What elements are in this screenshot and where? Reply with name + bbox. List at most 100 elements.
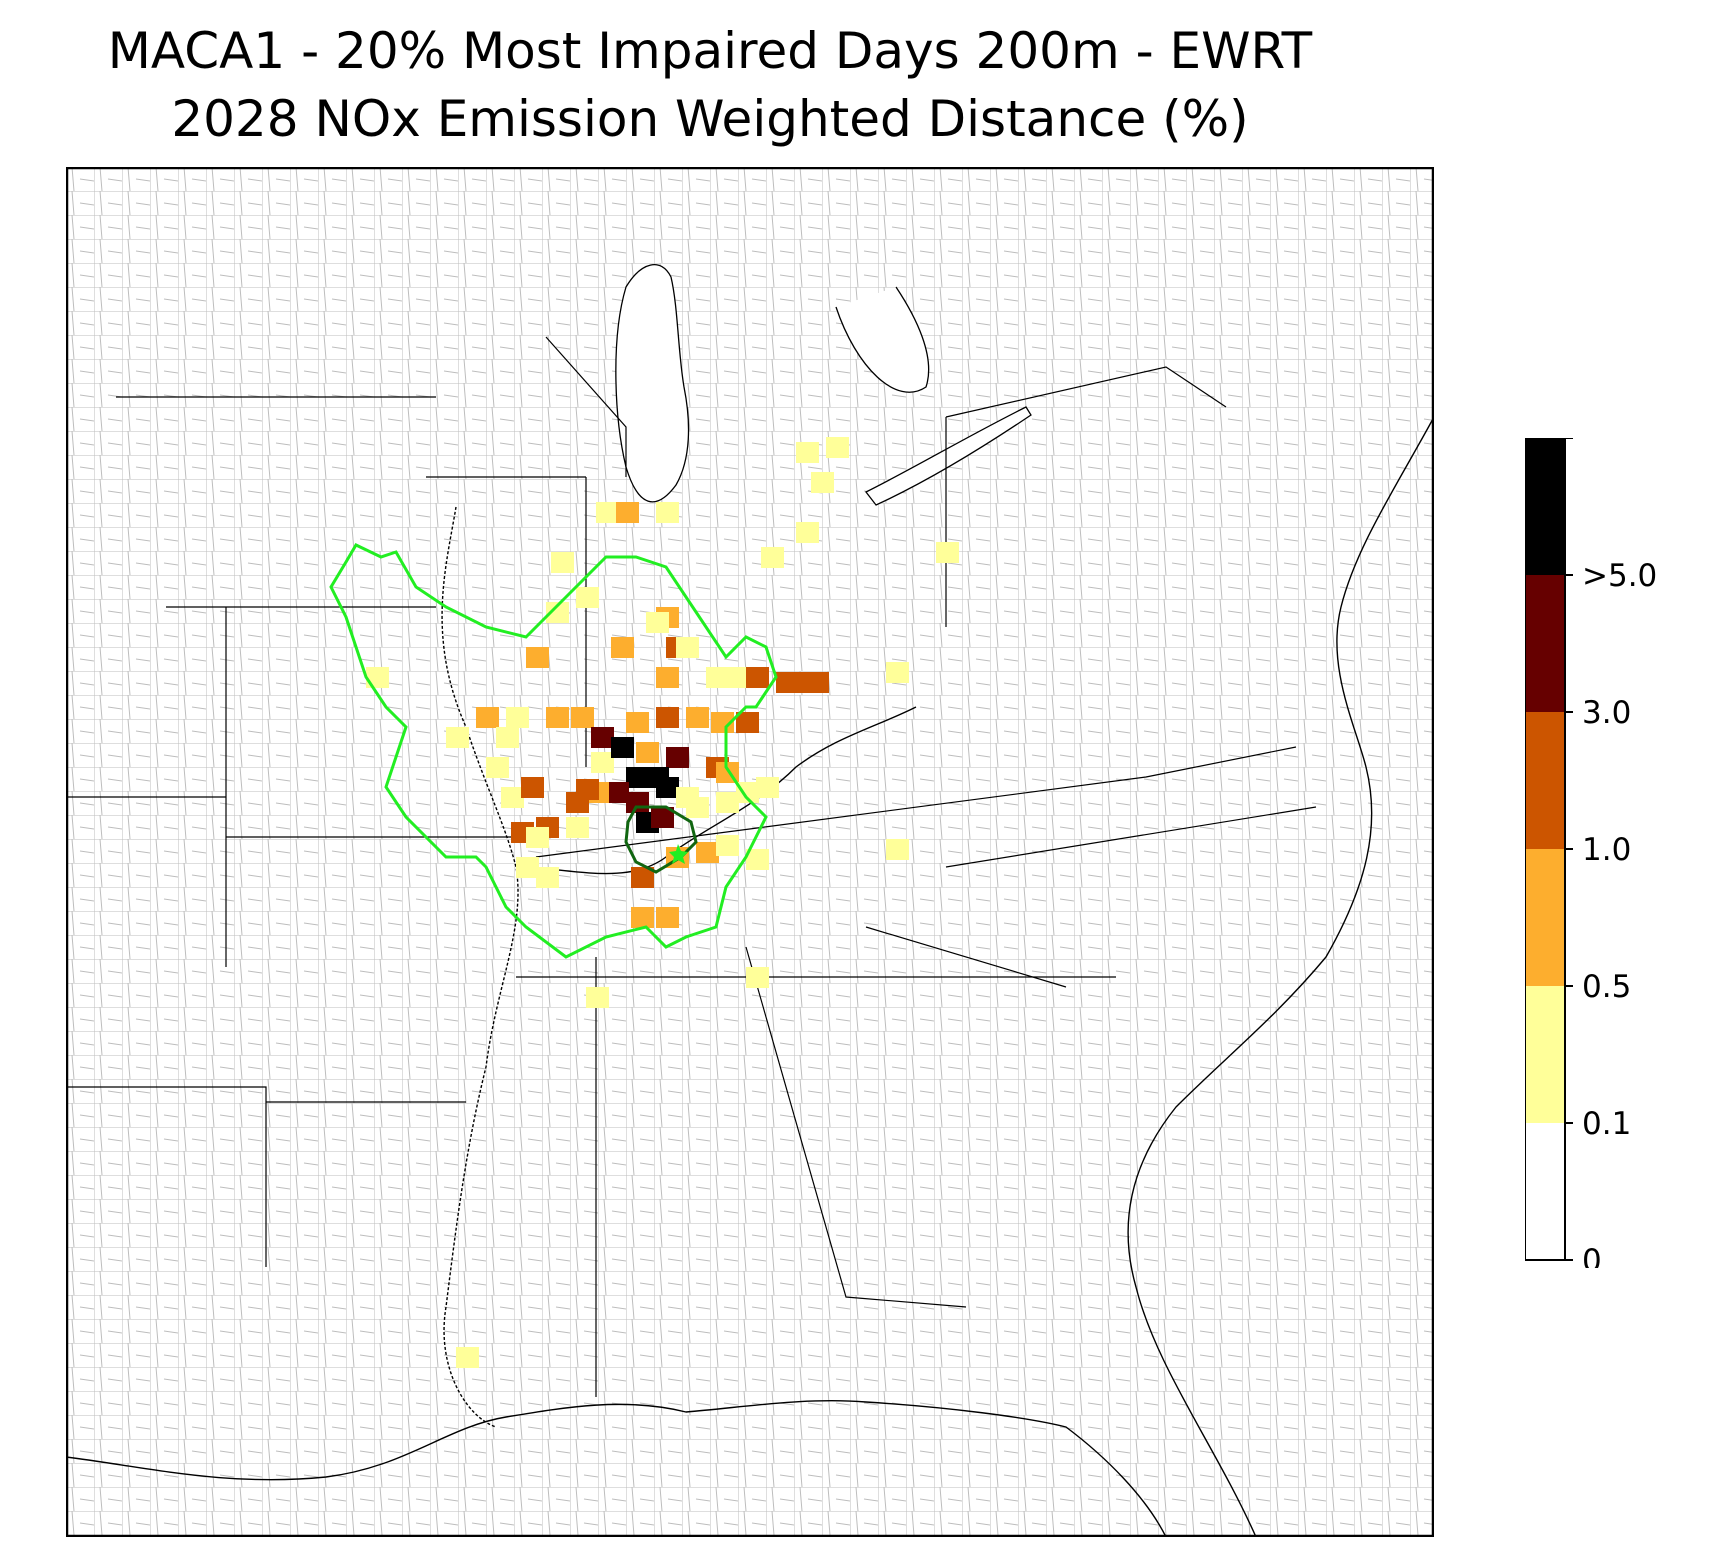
- emission-cell: [571, 707, 594, 728]
- emission-cell: [746, 667, 769, 688]
- emission-cell: [626, 792, 649, 813]
- emission-cell: [606, 782, 629, 803]
- emission-cell: [526, 647, 549, 668]
- emission-cell: [591, 727, 614, 748]
- monitoring-site-star: [669, 844, 688, 864]
- emission-cell: [656, 502, 679, 523]
- state-line-al-ga: [745, 946, 967, 1308]
- colorbar-bins: [1525, 438, 1565, 1260]
- colorbar-bin-0.5-1.0: [1525, 849, 1565, 986]
- emission-cell: [591, 752, 614, 773]
- emission-cell: [686, 797, 709, 818]
- emission-cell: [596, 502, 619, 523]
- emission-cell: [696, 842, 719, 863]
- map-title-line-2: 2028 NOx Emission Weighted Distance (%): [171, 90, 1249, 148]
- emission-cell: [506, 707, 529, 728]
- lake-michigan: [615, 264, 690, 503]
- emission-cells: [366, 437, 959, 1368]
- emission-cell: [796, 522, 819, 543]
- colorbar-ticks: [1565, 438, 1573, 1261]
- emission-cell: [516, 857, 539, 878]
- emission-cell: [456, 1347, 479, 1368]
- colorbar-bin-0.1-0.5: [1525, 986, 1565, 1123]
- emission-cell: [616, 502, 639, 523]
- emission-cell: [446, 727, 469, 748]
- state-line-nc-va: [945, 806, 1317, 868]
- emission-cell: [626, 767, 649, 788]
- map-panel: [66, 167, 1434, 1537]
- state-line-ky-tn: [535, 746, 1297, 858]
- colorbar-tick-0.5: 0.5: [1582, 969, 1631, 1005]
- ohio-river: [515, 706, 917, 875]
- emission-cell: [886, 839, 909, 860]
- emission-cell: [526, 827, 549, 848]
- state-boundaries: [66, 336, 1317, 1397]
- emission-cell: [576, 587, 599, 608]
- area-of-influence-inner-contour: [624, 805, 698, 874]
- map-border: [66, 167, 1434, 1537]
- colorbar: 0 0.1 0.5 1.0 3.0 >5.0: [1525, 438, 1657, 1268]
- state-line-wi-mi: [545, 336, 627, 477]
- emission-cell: [796, 442, 819, 463]
- emission-cell: [756, 777, 779, 798]
- emission-cell: [586, 987, 609, 1008]
- colorbar-tick-1.0: 1.0: [1582, 832, 1631, 868]
- colorbar-bin-3.0-5.0: [1525, 575, 1565, 712]
- mississippi-river: [441, 506, 519, 1428]
- map-title-line-1: MACA1 - 20% Most Impaired Days 200m - EW…: [107, 22, 1313, 80]
- lake-huron-edge: [835, 286, 930, 393]
- emission-cell: [761, 547, 784, 568]
- emission-cell: [546, 707, 569, 728]
- emission-cell: [501, 787, 524, 808]
- area-of-influence-outer-contour: [329, 543, 778, 959]
- emission-cell: [651, 807, 674, 828]
- emission-cell: [611, 737, 634, 758]
- colorbar-bin-1.0-3.0: [1525, 712, 1565, 849]
- emission-cell: [551, 552, 574, 573]
- emission-cell: [566, 817, 589, 838]
- emission-cell: [546, 602, 569, 623]
- emission-cell: [611, 637, 634, 658]
- emission-cell: [706, 667, 729, 688]
- emission-cell: [521, 777, 544, 798]
- state-line-pa-ny: [945, 366, 1227, 418]
- emission-cell: [736, 712, 759, 733]
- emission-cell: [716, 835, 739, 856]
- emission-cell: [626, 712, 649, 733]
- emission-cell: [536, 867, 559, 888]
- great-lakes: [615, 264, 1032, 506]
- emission-cell: [736, 782, 759, 803]
- colorbar-tick-0.1: 0.1: [1582, 1106, 1631, 1142]
- emission-cell: [656, 707, 679, 728]
- emission-cell: [646, 612, 669, 633]
- colorbar-tick-0: 0: [1582, 1243, 1602, 1268]
- emission-cell: [826, 437, 849, 458]
- colorbar-tick-3.0: 3.0: [1582, 695, 1631, 731]
- emission-cell: [886, 662, 909, 683]
- emission-cell: [631, 867, 654, 888]
- emission-cell: [811, 472, 834, 493]
- emission-cell: [566, 792, 589, 813]
- emission-cell: [636, 742, 659, 763]
- colorbar-bin->5.0: [1525, 438, 1565, 575]
- emission-cell: [656, 777, 679, 798]
- emission-cell: [786, 672, 809, 693]
- emission-cell: [486, 757, 509, 778]
- atlantic-coast: [1127, 416, 1434, 1537]
- emission-cell: [656, 907, 679, 928]
- emission-cell: [666, 747, 689, 768]
- emission-cell: [656, 667, 679, 688]
- state-line-ga-sc: [865, 926, 1067, 988]
- emission-cell: [746, 967, 769, 988]
- emission-cell: [496, 727, 519, 748]
- emission-cell: [746, 849, 769, 870]
- state-line-tx-ok: [66, 1086, 267, 1267]
- emission-cell: [476, 707, 499, 728]
- gulf-coast: [66, 1399, 1167, 1537]
- coastlines: [66, 416, 1434, 1537]
- colorbar-tick-5.0: >5.0: [1582, 558, 1657, 594]
- colorbar-bin-0-0.1: [1525, 1123, 1565, 1260]
- emission-cell: [806, 672, 829, 693]
- lake-erie: [865, 406, 1032, 506]
- emission-cell: [686, 707, 709, 728]
